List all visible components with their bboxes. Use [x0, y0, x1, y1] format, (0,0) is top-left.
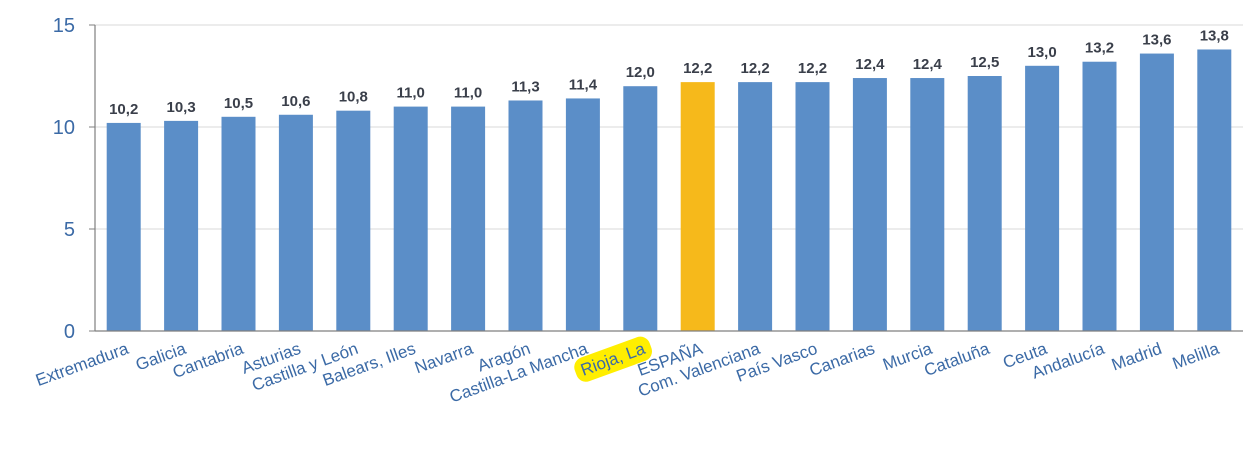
y-tick-label: 15 [53, 15, 75, 37]
y-axis-ticks: 0 5 10 15 [53, 15, 95, 343]
bar [852, 78, 887, 331]
bar [106, 122, 141, 331]
data-label: 12,5 [970, 54, 999, 71]
data-label: 12,0 [626, 64, 655, 81]
data-label: 11,0 [397, 85, 425, 102]
bar [336, 110, 371, 332]
bars [106, 49, 1232, 332]
data-label: 13,6 [1142, 32, 1171, 49]
bar [623, 86, 658, 331]
data-labels: 10,2 10,3 10,5 10,6 10,8 11,0 11,0 11,3 11,4 12,0… [109, 27, 1229, 117]
data-label: 12,2 [740, 60, 769, 77]
y-tick-label: 5 [64, 219, 75, 241]
data-label: 13,2 [1085, 40, 1114, 57]
x-tick-label: Cataluña [922, 339, 993, 380]
bar [1139, 53, 1174, 332]
x-tick-label: Melilla [1170, 339, 1222, 374]
bar [738, 82, 773, 332]
bar [565, 98, 600, 331]
x-tick: Canarias [807, 339, 877, 380]
data-label: 13,8 [1200, 27, 1229, 44]
data-label: 12,4 [913, 56, 943, 73]
bar [221, 116, 256, 331]
bar [967, 76, 1002, 331]
data-label: 13,0 [1027, 44, 1056, 61]
x-tick: Cataluña [922, 339, 993, 380]
x-tick-label: Canarias [807, 339, 877, 380]
data-label: 10,3 [166, 99, 195, 116]
x-tick: Melilla [1170, 339, 1222, 374]
data-label: 10,6 [281, 93, 310, 110]
x-tick-label: Navarra [412, 339, 476, 378]
label-highlight [574, 336, 653, 382]
bar [1197, 49, 1232, 331]
gridlines [95, 24, 1243, 230]
bar [795, 82, 830, 332]
bar [393, 106, 428, 331]
x-tick: Navarra [412, 339, 476, 378]
bar [1025, 65, 1060, 332]
y-tick-label: 0 [64, 321, 75, 343]
data-label: 10,8 [339, 89, 368, 106]
bar [451, 106, 486, 331]
x-tick-label: Extremadura [33, 339, 131, 390]
data-label: 11,0 [454, 85, 482, 102]
bar [164, 120, 199, 331]
x-axis-ticks: Extremadura GaliciaCantabriaAsturiasCasti… [33, 336, 1222, 407]
bar [508, 100, 543, 331]
data-label: 10,2 [109, 101, 138, 118]
data-label: 11,4 [569, 76, 598, 93]
x-tick-label: Rioja, La [578, 339, 648, 380]
bar [278, 114, 313, 331]
data-label: 11,3 [511, 78, 539, 95]
data-label: 12,2 [683, 60, 712, 77]
x-tick: Madrid [1109, 339, 1164, 375]
y-tick-label: 10 [53, 117, 75, 139]
bar [1082, 61, 1117, 331]
bar [910, 78, 945, 331]
x-tick: Extremadura [33, 339, 131, 390]
data-label: 10,5 [224, 95, 253, 112]
bar [680, 82, 715, 332]
data-label: 12,4 [855, 56, 885, 73]
x-tick-label: Madrid [1109, 339, 1164, 375]
data-label: 12,2 [798, 60, 827, 77]
